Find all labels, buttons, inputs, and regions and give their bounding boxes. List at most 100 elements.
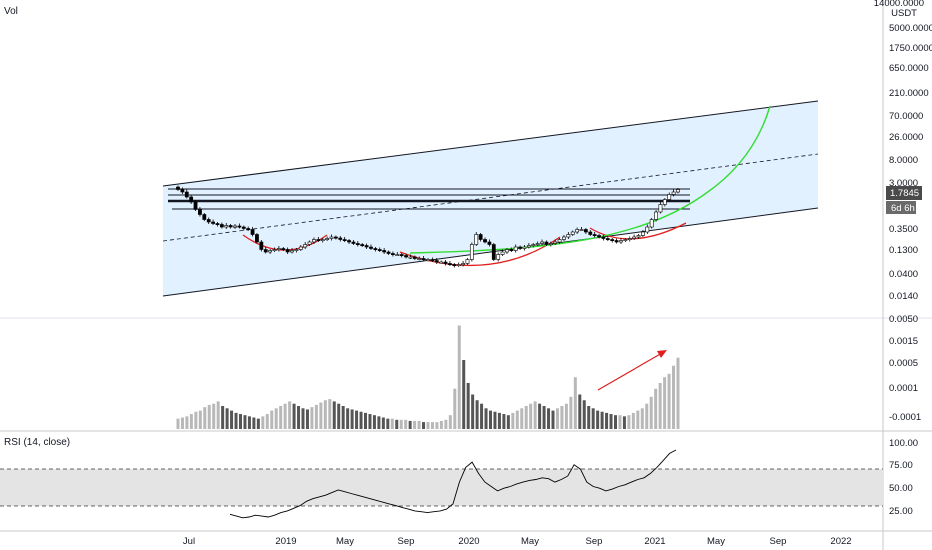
volume-bar xyxy=(448,415,452,429)
volume-bar xyxy=(515,410,519,429)
volume-bar xyxy=(381,417,385,429)
channel-mid-line[interactable] xyxy=(162,153,819,242)
candle-body xyxy=(478,234,483,240)
volume-bar xyxy=(636,410,640,429)
volume-bar xyxy=(645,403,649,429)
volume-bar xyxy=(198,410,202,429)
volume-bar xyxy=(364,412,367,429)
candle-body xyxy=(246,228,251,231)
volume-bar xyxy=(564,403,568,429)
candle-body xyxy=(189,196,194,203)
volume-bar xyxy=(395,419,399,429)
price-tick: 8.0000 xyxy=(889,155,918,166)
volume-bar xyxy=(185,416,189,429)
candle-body xyxy=(619,240,623,243)
volume-bar xyxy=(350,409,354,429)
candle-body xyxy=(241,226,246,229)
rsi-label: RSI (14, close) xyxy=(4,437,70,448)
price-tick: 0.0140 xyxy=(889,291,918,302)
volume-bar xyxy=(337,403,341,429)
volume-trend-arrowhead xyxy=(657,350,667,358)
candle-body xyxy=(601,236,606,239)
time-tick: May xyxy=(521,536,539,547)
channel-lower-line[interactable] xyxy=(162,207,819,297)
volume-bar xyxy=(180,417,184,429)
channel-upper-line[interactable] xyxy=(162,100,819,187)
candle-body xyxy=(263,249,268,253)
candle-body xyxy=(676,189,680,193)
volume-bar xyxy=(274,408,278,429)
candle-body xyxy=(233,225,237,228)
volume-bar xyxy=(426,422,430,429)
volume-bar xyxy=(672,365,676,429)
time-tick: May xyxy=(336,536,354,547)
volume-bar xyxy=(596,410,600,429)
candle-body xyxy=(448,263,452,266)
volume-bar xyxy=(265,414,269,429)
candle-body xyxy=(513,246,518,251)
candle-body xyxy=(452,264,457,267)
volume-bar xyxy=(520,408,524,429)
volume-bar xyxy=(497,412,501,429)
price-tick: 650.0000 xyxy=(889,63,929,74)
volume-bar xyxy=(560,406,564,429)
candle-body xyxy=(645,226,650,233)
price-tick: 3.0000 xyxy=(889,178,918,189)
volume-bar xyxy=(417,420,421,429)
candle-body xyxy=(540,241,544,244)
volume-bar xyxy=(582,400,586,429)
volume-bar xyxy=(466,383,470,429)
volume-trend-arrow[interactable] xyxy=(597,352,663,391)
time-tick: Sep xyxy=(770,536,787,547)
candle-body xyxy=(412,256,417,259)
candle-body xyxy=(469,244,474,260)
candle-body xyxy=(342,239,347,242)
volume-bar xyxy=(676,357,680,429)
candle-body xyxy=(312,239,316,243)
candle-body xyxy=(316,239,321,242)
volume-bar xyxy=(408,420,412,429)
price-tick: 1750.0000 xyxy=(889,43,932,54)
volume-bar xyxy=(529,403,533,429)
volume-bar xyxy=(667,373,671,429)
candle-body xyxy=(369,246,373,249)
volume-bar xyxy=(547,408,551,429)
current-price-badge xyxy=(886,186,922,200)
time-tick: Sep xyxy=(586,536,603,547)
candle-body xyxy=(364,245,369,248)
candle-body xyxy=(224,225,229,228)
rsi-tick: 25.00 xyxy=(889,506,913,517)
candle-body xyxy=(377,249,382,252)
candle-body xyxy=(307,241,312,245)
volume-bar xyxy=(640,408,644,429)
candle-body xyxy=(426,259,430,262)
volume-bar xyxy=(533,401,537,429)
volume-bar xyxy=(489,410,492,429)
candle-body xyxy=(641,231,645,236)
countdown-label: 6d 6h xyxy=(891,203,915,214)
countdown-badge xyxy=(886,201,916,214)
volume-bar xyxy=(368,414,372,429)
volume-bar xyxy=(663,377,667,429)
volume-bar xyxy=(301,408,305,429)
candle-body xyxy=(347,240,351,243)
candle-body xyxy=(548,243,553,246)
candle-body xyxy=(202,214,207,220)
volume-bar xyxy=(332,401,336,429)
candle-body xyxy=(671,191,676,195)
parabolic-curve[interactable] xyxy=(409,105,771,254)
volume-bar xyxy=(609,414,613,429)
volume-bar xyxy=(453,388,457,429)
volume-bar xyxy=(386,418,390,429)
candle-body xyxy=(268,250,273,253)
volume-bar xyxy=(475,400,479,429)
volume-bar xyxy=(328,399,332,429)
volume-bar xyxy=(569,396,573,429)
candle-body xyxy=(553,241,558,244)
channel-fill xyxy=(163,101,818,296)
volume-bar xyxy=(524,406,528,429)
volume-bar xyxy=(413,420,417,429)
price-tick: 0.3500 xyxy=(889,224,918,235)
candle-body xyxy=(259,241,264,250)
